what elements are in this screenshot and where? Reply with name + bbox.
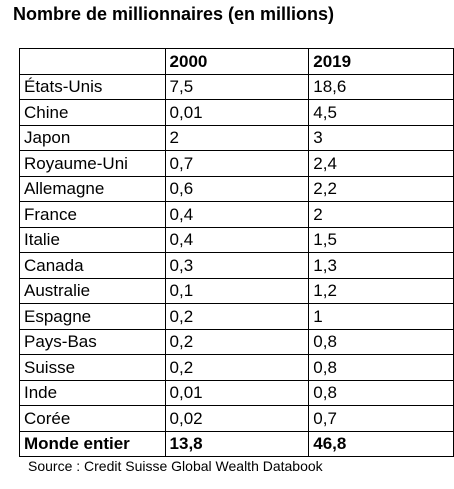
cell-2000: 0,2 xyxy=(165,355,309,381)
table-row: Italie 0,4 1,5 xyxy=(20,227,454,253)
cell-2000: 0,2 xyxy=(165,304,309,330)
cell-2000: 7,5 xyxy=(165,74,309,100)
header-2000: 2000 xyxy=(165,49,309,75)
cell-2000: 0,01 xyxy=(165,380,309,406)
cell-country: France xyxy=(20,202,166,228)
table-row: Canada 0,3 1,3 xyxy=(20,253,454,279)
cell-2019: 4,5 xyxy=(309,100,454,126)
table-row: Espagne 0,2 1 xyxy=(20,304,454,330)
cell-country: États-Unis xyxy=(20,74,166,100)
table-body: États-Unis 7,5 18,6 Chine 0,01 4,5 Japon 2 3 Roya… xyxy=(20,74,454,457)
table-row: Japon 2 3 xyxy=(20,125,454,151)
source-note: Source : Credit Suisse Global Wealth Dat… xyxy=(28,458,323,474)
cell-country: Suisse xyxy=(20,355,166,381)
cell-2019: 0,7 xyxy=(309,406,454,432)
table-row: Suisse 0,2 0,8 xyxy=(20,355,454,381)
cell-2000: 0,4 xyxy=(165,202,309,228)
cell-2000: 0,2 xyxy=(165,329,309,355)
table-row: États-Unis 7,5 18,6 xyxy=(20,74,454,100)
cell-2000: 0,02 xyxy=(165,406,309,432)
cell-2000: 13,8 xyxy=(165,431,309,457)
cell-2019: 0,8 xyxy=(309,355,454,381)
cell-2019: 1 xyxy=(309,304,454,330)
cell-country: Royaume-Uni xyxy=(20,151,166,177)
cell-2019: 2 xyxy=(309,202,454,228)
cell-country: Corée xyxy=(20,406,166,432)
header-2019: 2019 xyxy=(309,49,454,75)
cell-2019: 0,8 xyxy=(309,380,454,406)
cell-2000: 0,4 xyxy=(165,227,309,253)
table-row: Pays-Bas 0,2 0,8 xyxy=(20,329,454,355)
cell-country: Japon xyxy=(20,125,166,151)
header-country xyxy=(20,49,166,75)
cell-2000: 0,7 xyxy=(165,151,309,177)
cell-country: Inde xyxy=(20,380,166,406)
cell-2000: 0,6 xyxy=(165,176,309,202)
table-row: Allemagne 0,6 2,2 xyxy=(20,176,454,202)
cell-country: Pays-Bas xyxy=(20,329,166,355)
cell-2019: 46,8 xyxy=(309,431,454,457)
cell-country: Monde entier xyxy=(20,431,166,457)
cell-2019: 2,2 xyxy=(309,176,454,202)
table-header-row: 2000 2019 xyxy=(20,49,454,75)
table-row: France 0,4 2 xyxy=(20,202,454,228)
millionaires-table: 2000 2019 États-Unis 7,5 18,6 Chine 0,01 4,5 J… xyxy=(19,48,454,457)
cell-2019: 3 xyxy=(309,125,454,151)
cell-2019: 1,5 xyxy=(309,227,454,253)
cell-2019: 2,4 xyxy=(309,151,454,177)
table-row: Inde 0,01 0,8 xyxy=(20,380,454,406)
table-row: Corée 0,02 0,7 xyxy=(20,406,454,432)
cell-country: Australie xyxy=(20,278,166,304)
cell-country: Chine xyxy=(20,100,166,126)
cell-2019: 1,3 xyxy=(309,253,454,279)
cell-country: Allemagne xyxy=(20,176,166,202)
table-row: Australie 0,1 1,2 xyxy=(20,278,454,304)
cell-country: Espagne xyxy=(20,304,166,330)
cell-country: Canada xyxy=(20,253,166,279)
page-title: Nombre de millionnaires (en millions) xyxy=(13,4,334,25)
table-total-row: Monde entier 13,8 46,8 xyxy=(20,431,454,457)
cell-2019: 18,6 xyxy=(309,74,454,100)
cell-2000: 0,3 xyxy=(165,253,309,279)
cell-country: Italie xyxy=(20,227,166,253)
cell-2019: 1,2 xyxy=(309,278,454,304)
cell-2019: 0,8 xyxy=(309,329,454,355)
cell-2000: 2 xyxy=(165,125,309,151)
table-row: Royaume-Uni 0,7 2,4 xyxy=(20,151,454,177)
cell-2000: 0,1 xyxy=(165,278,309,304)
cell-2000: 0,01 xyxy=(165,100,309,126)
table-row: Chine 0,01 4,5 xyxy=(20,100,454,126)
